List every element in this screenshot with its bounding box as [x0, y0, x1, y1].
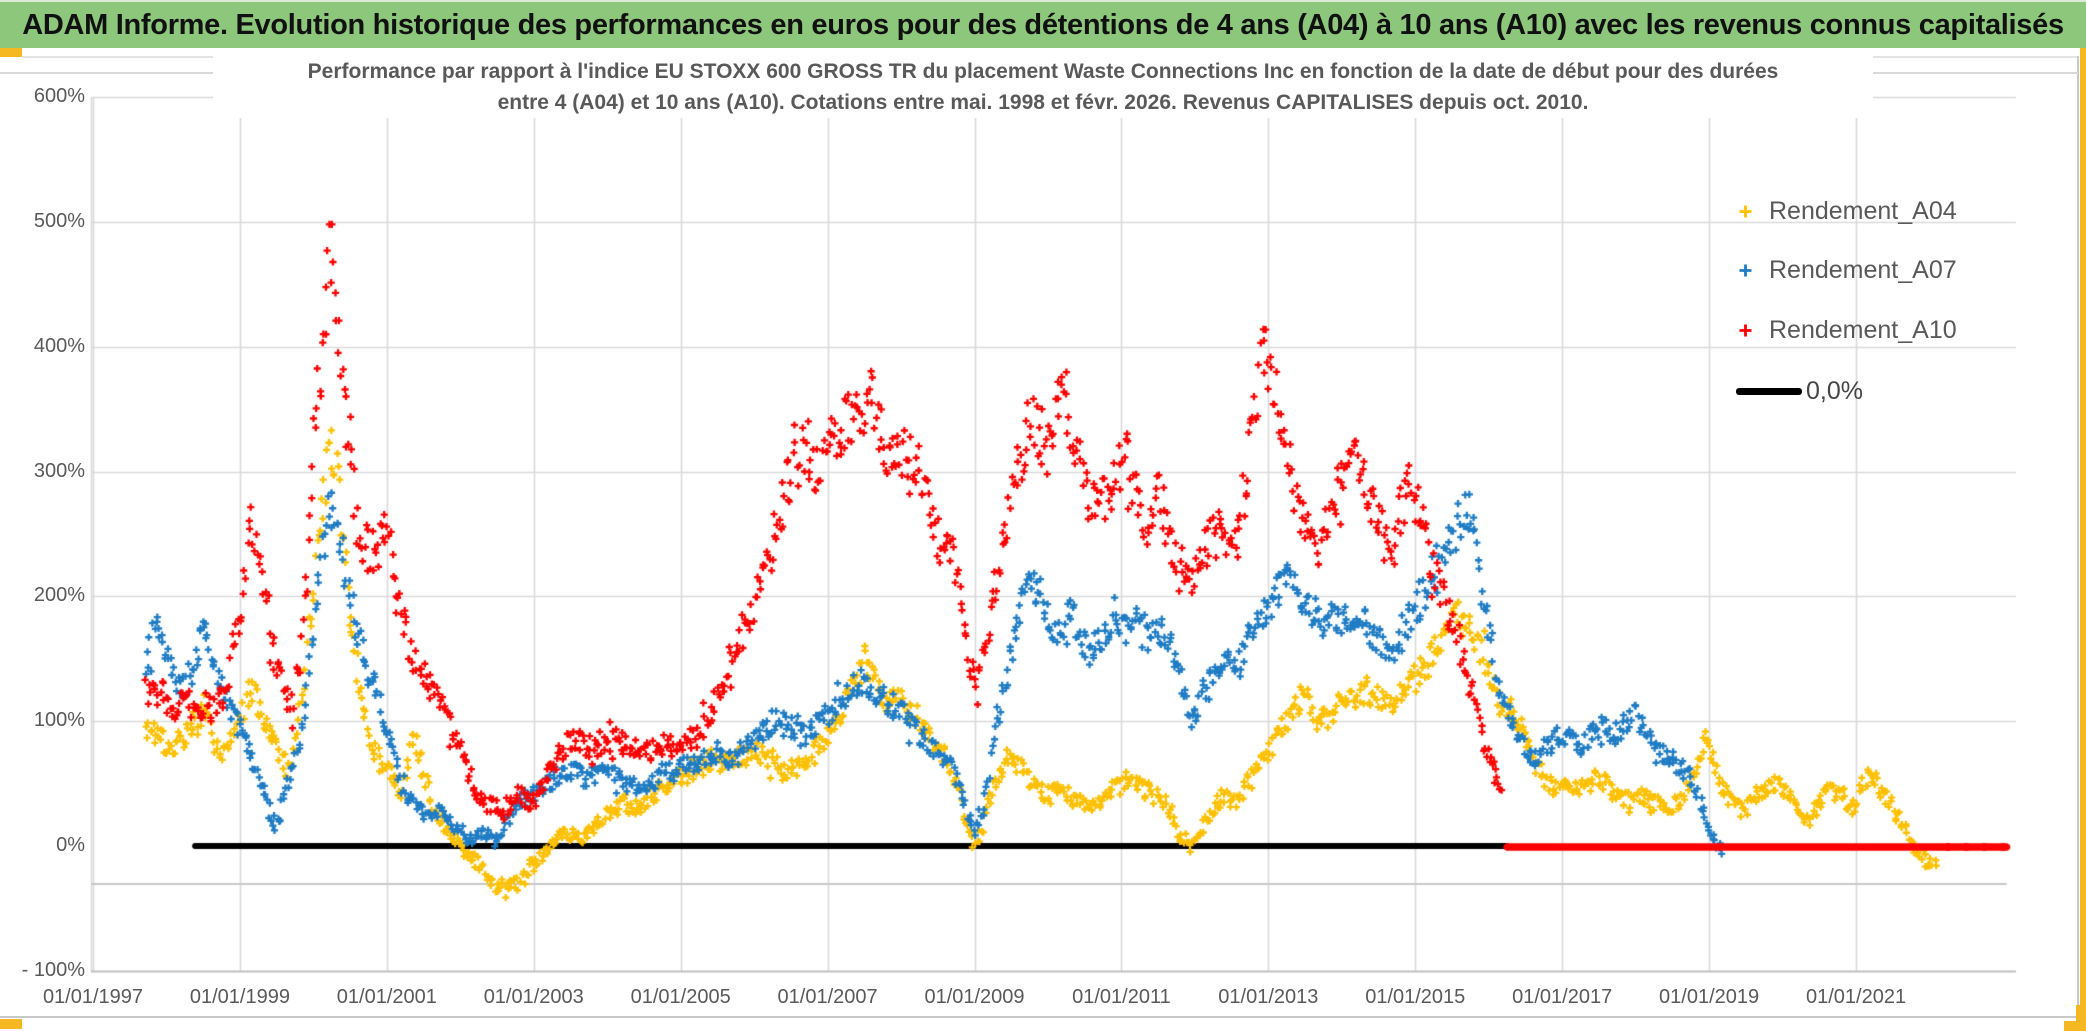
legend-label: 0,0% [1806, 376, 1863, 405]
x-axis-tick-label: 01/01/2013 [1218, 986, 1319, 1008]
y-axis-tick-label: 500% [33, 209, 85, 232]
x-axis-tick-label: 01/01/2017 [1512, 986, 1613, 1008]
legend-item-rendement-a04: Rendement_A04 [1738, 197, 1957, 225]
legend-item-rendement-a10: Rendement_A10 [1738, 316, 1957, 344]
x-axis-tick-label: 01/01/1997 [42, 986, 144, 1008]
x-axis-tick-label: 01/01/1999 [189, 986, 290, 1008]
x-axis-tick-label: 01/01/2009 [924, 986, 1025, 1008]
x-axis-tick-label: 01/01/2021 [1805, 986, 1907, 1008]
y-axis-tick-label: 0% [56, 834, 85, 856]
y-axis-tick-label: - 100% [21, 958, 85, 981]
y-axis-tick-label: 600% [33, 85, 85, 108]
legend-label: Rendement_A10 [1769, 315, 1957, 344]
chart-title-line2: entre 4 (A04) et 10 ans (A10). Cotations… [497, 91, 1589, 114]
chart-title: Performance par rapport à l'indice EU ST… [213, 56, 1873, 118]
y-axis-tick-label: 200% [33, 584, 85, 607]
y-axis-tick-label: 300% [33, 459, 85, 482]
x-axis-tick-label: 01/01/2005 [630, 986, 731, 1008]
plus-marker-icon [1739, 324, 1752, 336]
legend-item-rendement-a07: Rendement_A07 [1738, 256, 1957, 284]
plus-marker-icon [1739, 264, 1752, 276]
legend-label: Rendement_A07 [1769, 255, 1957, 284]
x-axis-tick-label: 01/01/2011 [1072, 986, 1171, 1008]
x-axis-tick-label: 01/01/2015 [1365, 986, 1466, 1008]
x-axis-tick-label: 01/01/2019 [1659, 986, 1760, 1008]
zero-line-sample [1736, 387, 1802, 395]
chart-title-line1: Performance par rapport à l'indice EU ST… [307, 60, 1779, 83]
plus-marker-icon [1739, 205, 1752, 217]
y-axis-tick-label: 400% [33, 334, 85, 357]
legend-label: Rendement_A04 [1769, 196, 1957, 225]
x-axis-tick-label: 01/01/2001 [336, 986, 437, 1008]
legend-item-zero-line: 0,0% [1736, 377, 1863, 405]
x-axis-tick-label: 01/01/2007 [777, 986, 878, 1008]
y-axis-tick-label: 100% [33, 709, 85, 732]
x-axis-tick-label: 01/01/2003 [483, 986, 584, 1008]
